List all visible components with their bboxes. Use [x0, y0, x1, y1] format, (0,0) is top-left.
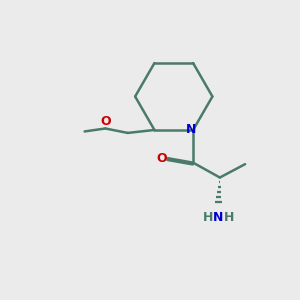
Text: O: O	[100, 116, 111, 128]
Text: N: N	[213, 211, 224, 224]
Text: H: H	[203, 211, 213, 224]
Text: O: O	[156, 152, 166, 165]
Text: N: N	[185, 124, 196, 136]
Text: H: H	[224, 211, 234, 224]
